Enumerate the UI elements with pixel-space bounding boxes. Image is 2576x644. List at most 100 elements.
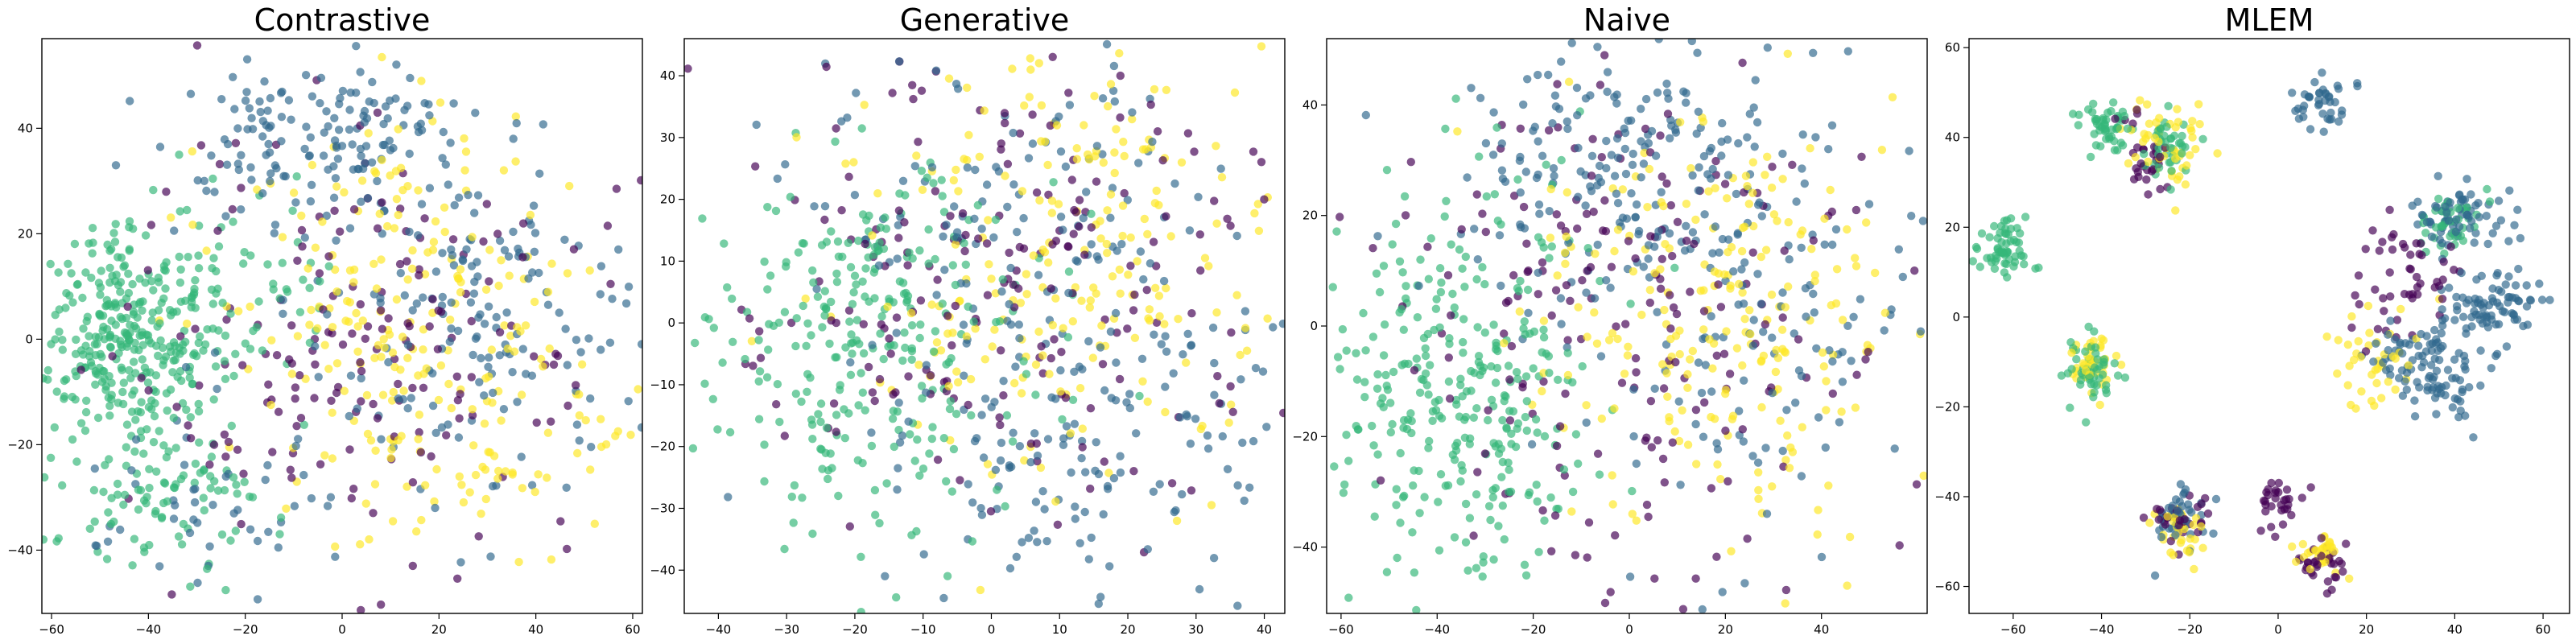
scatter-point (2099, 336, 2108, 345)
scatter-point (894, 398, 903, 407)
scatter-point (1660, 305, 1669, 315)
scatter-point (1149, 237, 1158, 246)
scatter-point (1574, 459, 1583, 469)
scatter-point (754, 377, 763, 386)
scatter-point (1158, 156, 1167, 165)
scatter-point (1880, 308, 1889, 317)
scatter-point (2495, 302, 2504, 311)
scatter-point (987, 402, 996, 411)
scatter-point (889, 390, 898, 399)
scatter-point (1183, 329, 1192, 338)
scatter-point (1024, 534, 1034, 543)
scatter-point (492, 312, 501, 322)
scatter-point (2381, 365, 2391, 374)
scatter-point (1370, 512, 1379, 521)
scatter-point (1705, 335, 1714, 344)
scatter-point (1610, 404, 1619, 413)
scatter-point (2438, 295, 2447, 303)
scatter-point (289, 188, 299, 197)
scatter-point (128, 561, 137, 570)
y-tick-label: 60 (1945, 40, 1960, 55)
scatter-point (1658, 360, 1667, 369)
scatter-point (818, 323, 827, 332)
scatter-point (907, 321, 917, 330)
scatter-point (996, 420, 1005, 430)
scatter-point (218, 299, 227, 308)
scatter-point (1328, 283, 1338, 291)
scatter-point (1550, 171, 1558, 180)
scatter-point (137, 374, 146, 382)
scatter-point (720, 239, 729, 248)
scatter-point (1563, 188, 1572, 197)
scatter-point (87, 273, 96, 283)
scatter-point (2198, 134, 2207, 143)
scatter-point (1527, 440, 1537, 449)
scatter-point (1128, 114, 1137, 124)
scatter-point (1626, 299, 1635, 308)
scatter-point (844, 409, 853, 418)
scatter-point (1437, 278, 1446, 287)
scatter-point (229, 509, 238, 518)
scatter-point (200, 466, 208, 475)
scatter-point (691, 338, 700, 348)
scatter-point (2152, 118, 2161, 127)
scatter-point (1487, 362, 1496, 371)
scatter-point (332, 287, 341, 296)
scatter-point (43, 375, 52, 384)
scatter-point (584, 334, 593, 343)
scatter-point (1671, 332, 1681, 341)
scatter-point (137, 398, 146, 407)
scatter-point (340, 188, 349, 197)
scatter-point (2432, 203, 2442, 212)
scatter-point (1092, 177, 1101, 186)
scatter-point (2417, 250, 2426, 260)
scatter-point (97, 266, 105, 275)
scatter-point (1020, 101, 1029, 110)
scatter-point (505, 271, 514, 280)
scatter-point (125, 336, 134, 345)
scatter-point (1054, 200, 1063, 208)
scatter-point (535, 268, 543, 278)
scatter-point (1428, 416, 1437, 425)
scatter-point (2433, 338, 2442, 347)
scatter-point (820, 287, 829, 295)
scatter-point (1215, 398, 1224, 408)
scatter-point (2088, 108, 2097, 117)
scatter-point (1713, 445, 1723, 454)
y-tick-label: 40 (1302, 97, 1318, 112)
scatter-point (606, 279, 615, 288)
scatter-point (2133, 167, 2142, 176)
scatter-point (772, 400, 781, 409)
scatter-point (258, 117, 267, 126)
scatter-point (1637, 310, 1646, 320)
scatter-point (512, 118, 521, 128)
scatter-point (2435, 356, 2444, 365)
scatter-point (745, 314, 754, 323)
scatter-point (971, 165, 980, 175)
scatter-point (2000, 229, 2009, 237)
scatter-point (2102, 381, 2111, 390)
scatter-point (1115, 265, 1125, 275)
scatter-point (1245, 483, 1254, 492)
scatter-point (547, 259, 556, 268)
scatter-point (1108, 86, 1118, 96)
scatter-point (1749, 316, 1758, 324)
scatter-point (1728, 415, 1737, 423)
scatter-point (959, 320, 968, 329)
scatter-point (1682, 89, 1690, 97)
scatter-point (1072, 144, 1081, 153)
scatter-point (357, 151, 365, 160)
scatter-point (79, 324, 88, 333)
scatter-point (349, 278, 358, 287)
scatter-point (55, 327, 64, 336)
scatter-point (1396, 518, 1405, 527)
scatter-point (2505, 186, 2514, 195)
scatter-point (466, 298, 476, 307)
scatter-point (1595, 470, 1604, 479)
scatter-point (1436, 287, 1446, 297)
scatter-point (2402, 385, 2411, 394)
scatter-point (88, 224, 97, 233)
scatter-point (316, 99, 324, 108)
scatter-point (395, 259, 405, 269)
scatter-point (502, 308, 511, 317)
